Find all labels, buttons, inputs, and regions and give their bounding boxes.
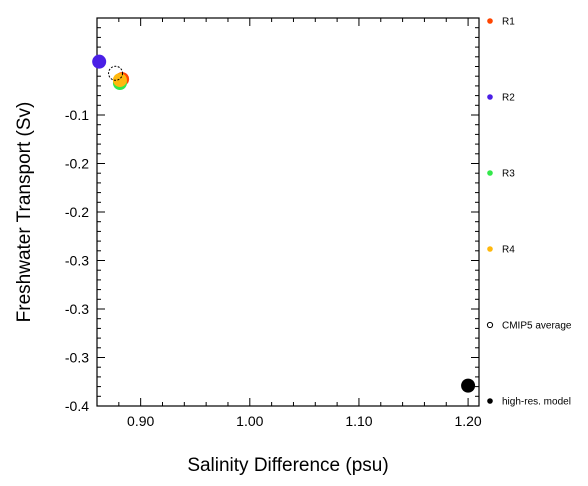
legend-item: R1 bbox=[487, 17, 515, 28]
legend-marker bbox=[487, 18, 493, 24]
legend-label: R4 bbox=[502, 245, 515, 256]
legend-marker bbox=[487, 170, 493, 176]
plot-frame bbox=[96, 17, 480, 407]
tick-labels: 0.90 1.00 1.10 1.20 -0.1 -0.2 -0.2 -0.3 -0.3 -0.3… bbox=[65, 107, 482, 429]
y-tick-label: -0.4 bbox=[65, 398, 89, 414]
x-axis-label: Salinity Difference (psu) bbox=[187, 455, 388, 476]
y-tick-label: -0.3 bbox=[65, 253, 89, 269]
legend-item: high-res. model bbox=[487, 397, 571, 408]
legend-label: R2 bbox=[502, 93, 515, 104]
data-point bbox=[461, 378, 476, 393]
legend-label: R1 bbox=[502, 17, 515, 28]
data-point bbox=[108, 65, 124, 81]
x-tick-label: 1.00 bbox=[236, 413, 263, 429]
x-tick-label: 1.10 bbox=[345, 413, 372, 429]
legend-label: high-res. model bbox=[502, 397, 571, 408]
data-point bbox=[92, 54, 107, 69]
y-tick-label: -0.3 bbox=[65, 350, 89, 366]
legend: R1 R2 R3 R4 CMIP5 average high-res. model bbox=[486, 17, 572, 408]
legend-marker bbox=[486, 321, 494, 329]
legend-item: R2 bbox=[487, 93, 515, 104]
y-tick-label: -0.2 bbox=[65, 156, 89, 172]
y-axis-label: Freshwater Transport (Sv) bbox=[14, 102, 35, 323]
y-tick-label: -0.3 bbox=[65, 301, 89, 317]
y-tick-label: -0.1 bbox=[65, 107, 89, 123]
y-tick-label: -0.2 bbox=[65, 204, 89, 220]
legend-label: CMIP5 average bbox=[502, 321, 572, 332]
data-point bbox=[112, 73, 127, 88]
legend-marker bbox=[487, 398, 493, 404]
legend-item: CMIP5 average bbox=[486, 321, 572, 332]
data-points bbox=[92, 54, 476, 393]
legend-label: R3 bbox=[502, 169, 515, 180]
x-tick-label: 1.20 bbox=[454, 413, 481, 429]
legend-marker bbox=[487, 246, 493, 252]
legend-item: R4 bbox=[487, 245, 515, 256]
axis-ticks bbox=[96, 18, 479, 407]
legend-marker bbox=[487, 94, 493, 100]
x-tick-label: 0.90 bbox=[127, 413, 154, 429]
legend-item: R3 bbox=[487, 169, 515, 180]
